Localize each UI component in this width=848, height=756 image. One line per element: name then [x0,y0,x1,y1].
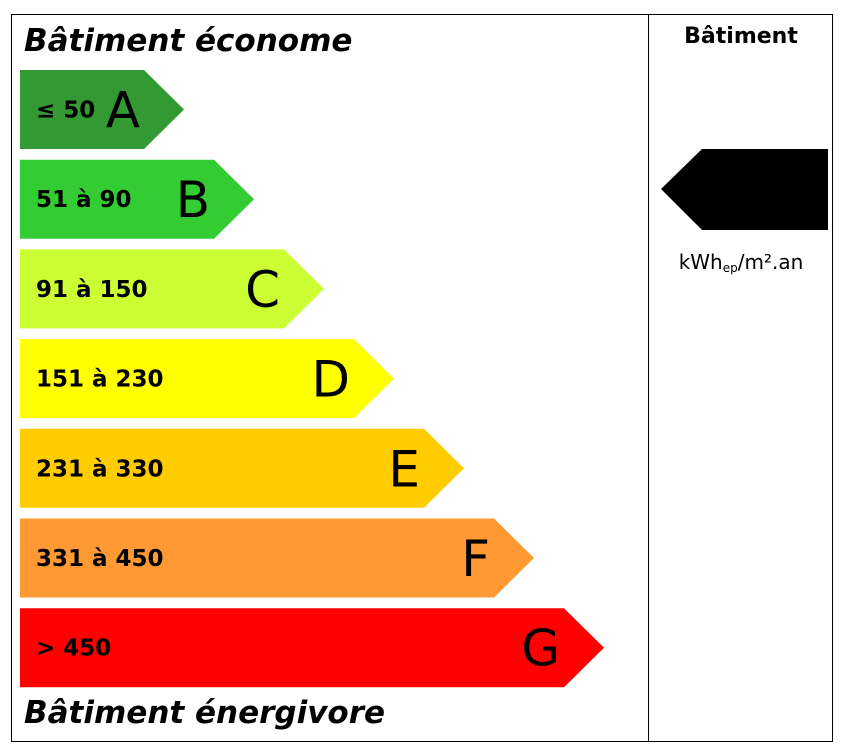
unit-sub: ep [722,261,738,275]
unit-main: kWh [678,250,723,274]
unit-tail: /m².an [737,250,804,274]
class-range-label: ≤ 50 [36,98,95,124]
class-letter: A [106,82,140,140]
class-range-label: 331 à 450 [36,546,164,572]
class-bar-a: ≤ 50 A [20,70,184,149]
class-bar-shape [20,249,324,329]
class-bar-b: 51 à 90 B [20,159,254,239]
class-range-label: 151 à 230 [36,367,164,393]
class-letter: B [176,171,210,229]
building-column-title: Bâtiment [684,24,798,49]
class-bar-shape [20,608,604,688]
class-bar-shape [20,428,464,508]
class-letter: E [388,440,420,498]
class-bar-d: 151 à 230 D [20,339,394,419]
class-bar-g: > 450 G [20,608,604,688]
class-bar-shape [20,339,394,419]
unit-label: kWhep/m².an [649,250,833,275]
column-divider [648,14,649,742]
class-range-label: 231 à 330 [36,456,164,482]
class-letter: G [521,620,560,678]
class-bar-e: 231 à 330 E [20,428,464,508]
class-bar-f: 331 à 450 F [20,518,534,598]
class-range-label: 51 à 90 [36,187,132,213]
class-letter: F [461,530,490,588]
indicator-arrow-icon [661,149,828,230]
class-letter: D [311,351,350,409]
class-range-label: > 450 [36,636,111,662]
class-bar-shape [20,518,534,598]
title-economical: Bâtiment économe [24,23,353,59]
class-bar-shape [20,70,184,149]
title-energy-intensive: Bâtiment énergivore [24,695,386,731]
label-frame [11,14,833,742]
class-range-label: 91 à 150 [36,277,148,303]
class-bar-shape [20,159,254,239]
class-letter: C [245,261,280,319]
class-bar-c: 91 à 150 C [20,249,324,329]
